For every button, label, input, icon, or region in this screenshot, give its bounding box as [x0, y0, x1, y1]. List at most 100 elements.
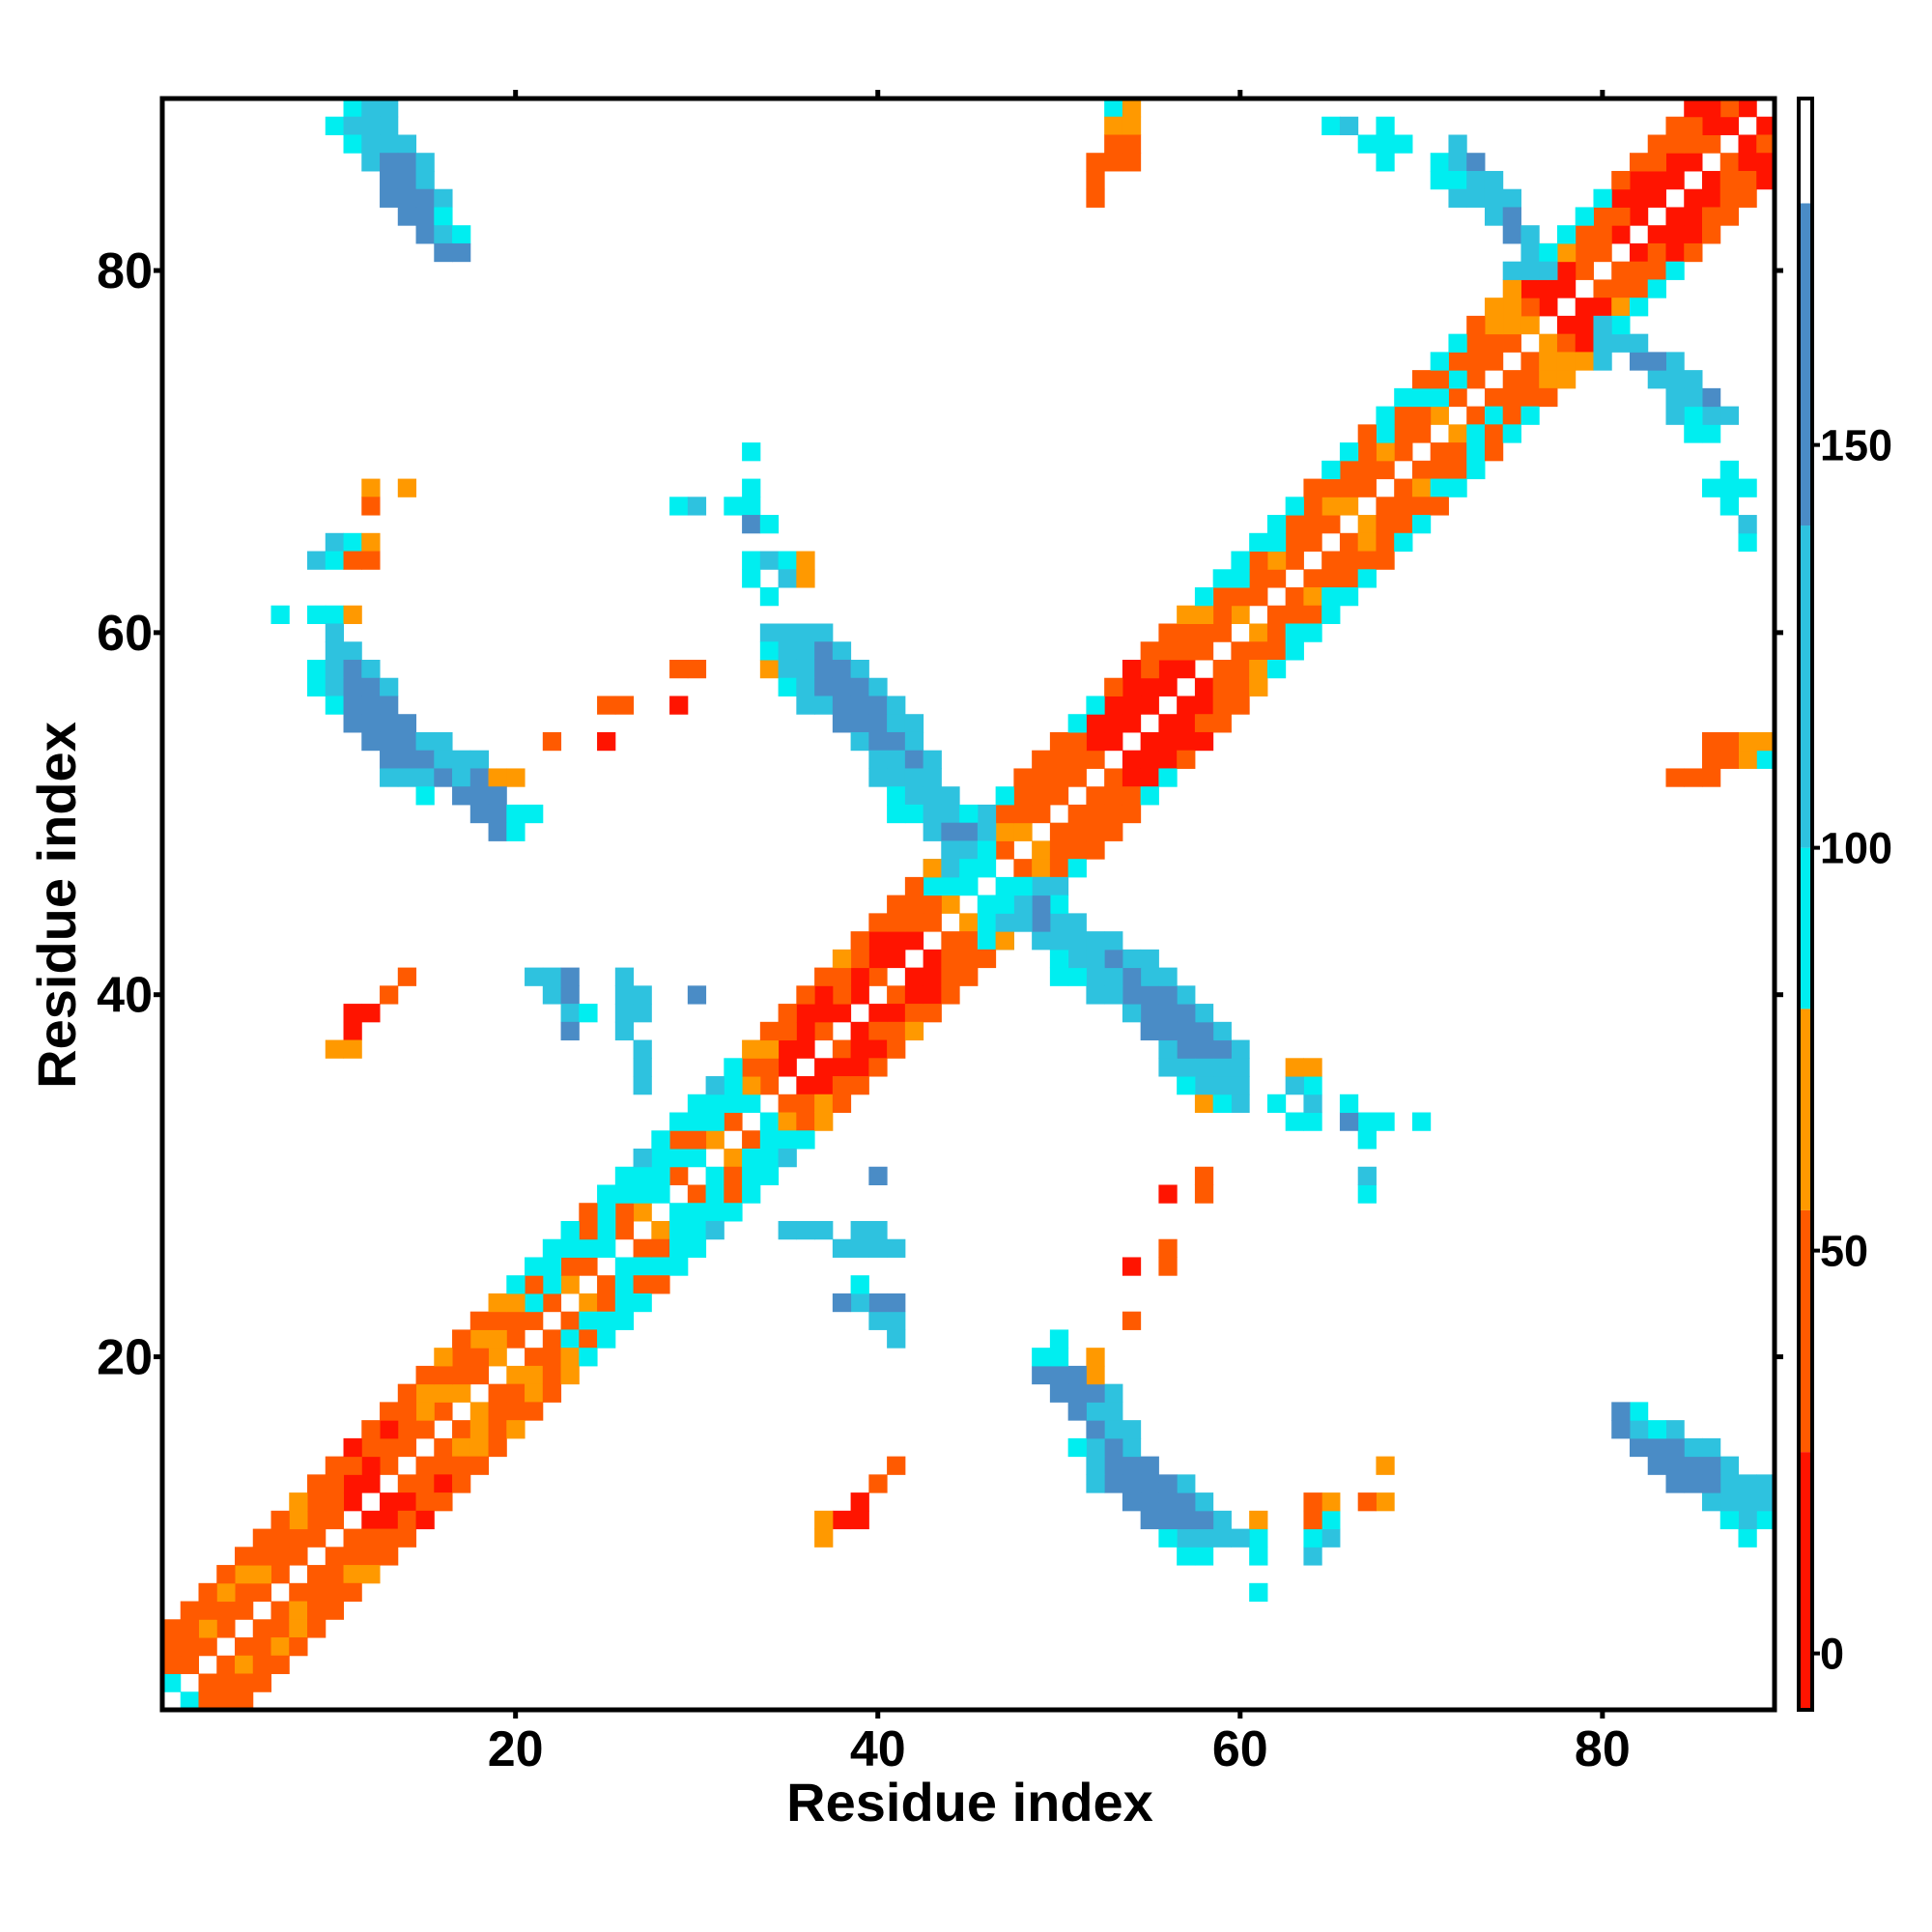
heatmap-cell: [397, 153, 417, 172]
heatmap-cell: [868, 913, 888, 932]
heatmap-cell: [995, 840, 1014, 860]
heatmap-cell: [977, 804, 997, 824]
heatmap-cell: [325, 696, 345, 715]
heatmap-cell: [1086, 731, 1105, 752]
heatmap-cell: [434, 1348, 453, 1367]
heatmap-cell: [380, 1402, 399, 1421]
heatmap-cell: [941, 840, 960, 860]
heatmap-cell: [1032, 768, 1051, 787]
heatmap-cell: [614, 1166, 635, 1185]
heatmap-cell: [1158, 1238, 1178, 1258]
heatmap-cell: [669, 696, 689, 715]
heatmap-cell: [1394, 424, 1413, 443]
heatmap-cell: [1611, 333, 1631, 353]
heatmap-cell: [1357, 442, 1377, 462]
heatmap-cell: [832, 1039, 852, 1059]
heatmap-cell: [1520, 352, 1540, 371]
heatmap-cell: [1266, 515, 1287, 534]
heatmap-cell: [434, 768, 453, 787]
heatmap-cell: [796, 1021, 815, 1041]
heatmap-cell: [1249, 623, 1268, 642]
heatmap-cell: [887, 768, 906, 787]
heatmap-cell: [1575, 298, 1594, 317]
heatmap-cell: [216, 1601, 236, 1620]
heatmap-cell: [252, 1673, 272, 1692]
heatmap-cell: [1701, 750, 1721, 769]
heatmap-cell: [1629, 207, 1649, 226]
heatmap-cell: [1140, 1004, 1159, 1023]
heatmap-cell: [959, 840, 979, 860]
heatmap-cell: [1140, 949, 1159, 969]
heatmap-cell: [1738, 188, 1757, 208]
heatmap-cell: [1158, 985, 1178, 1005]
heatmap-cell: [1086, 1420, 1105, 1439]
heatmap-cell: [452, 1348, 471, 1367]
heatmap-cell: [1719, 750, 1739, 769]
heatmap-cell: [1701, 170, 1721, 190]
heatmap-cell: [1502, 333, 1521, 353]
heatmap-cell: [995, 786, 1014, 806]
heatmap-cell: [1122, 1437, 1142, 1458]
heatmap-cell: [397, 731, 417, 752]
heatmap-cell: [1086, 985, 1105, 1005]
heatmap-cell: [361, 1565, 381, 1584]
heatmap-cell: [1539, 279, 1558, 298]
heatmap-cell: [977, 895, 997, 914]
heatmap-cell: [1430, 170, 1449, 190]
heatmap-cell: [415, 1402, 435, 1421]
heatmap-cell: [614, 967, 635, 986]
heatmap-cell: [452, 1420, 471, 1439]
heatmap-cell: [307, 1474, 327, 1493]
heatmap-cell: [904, 750, 924, 769]
heatmap-cell: [868, 1474, 888, 1493]
heatmap-cell: [742, 478, 761, 497]
heatmap-cell: [560, 1275, 580, 1294]
heatmap-cell: [1321, 1492, 1341, 1512]
heatmap-cell: [1194, 1510, 1214, 1530]
heatmap-cell: [1249, 1510, 1268, 1530]
heatmap-cell: [1376, 442, 1395, 462]
heatmap-cell: [814, 1510, 834, 1530]
heatmap-cell: [1032, 859, 1051, 878]
heatmap-cell: [1086, 1437, 1105, 1458]
heatmap-cell: [850, 949, 869, 969]
heatmap-cell: [669, 1130, 689, 1150]
heatmap-cell: [1303, 587, 1322, 607]
heatmap-cell: [651, 1238, 670, 1258]
heatmap-cell: [1177, 731, 1196, 752]
heatmap-cell: [1266, 659, 1287, 679]
heatmap-cell: [434, 731, 453, 752]
heatmap-cell: [633, 1238, 652, 1258]
heatmap-cell: [289, 1510, 308, 1530]
heatmap-cell: [325, 1547, 345, 1566]
heatmap-cell: [887, 731, 906, 752]
heatmap-cell: [1013, 859, 1033, 878]
heatmap-cell: [1575, 315, 1594, 335]
heatmap-cell: [1684, 153, 1703, 172]
heatmap-cell: [1647, 188, 1666, 208]
heatmap-cell: [597, 1184, 616, 1204]
heatmap-cell: [1611, 207, 1631, 226]
heatmap-cell: [1684, 1474, 1703, 1493]
heatmap-cell: [452, 242, 471, 263]
heatmap-cell: [687, 659, 707, 679]
heatmap-cell: [488, 1437, 507, 1458]
heatmap-cell: [832, 641, 852, 661]
heatmap-cell: [1177, 985, 1196, 1005]
heatmap-cell: [488, 786, 507, 806]
heatmap-cell: [1249, 551, 1268, 570]
heatmap-cell: [1104, 1456, 1123, 1475]
heatmap-cell: [525, 1383, 544, 1403]
heatmap-cell: [434, 225, 453, 244]
heatmap-cell: [1539, 333, 1558, 353]
heatmap-cell: [415, 225, 435, 244]
heatmap-cell: [361, 1474, 381, 1493]
heatmap-cell: [1629, 170, 1649, 190]
heatmap-cell: [1194, 731, 1214, 752]
heatmap-cell: [1104, 931, 1123, 951]
heatmap-cell: [325, 1601, 345, 1620]
heatmap-cell: [1539, 352, 1558, 371]
heatmap-cell: [270, 1565, 290, 1584]
heatmap-cell: [832, 1238, 852, 1258]
heatmap-cell: [633, 1004, 652, 1023]
